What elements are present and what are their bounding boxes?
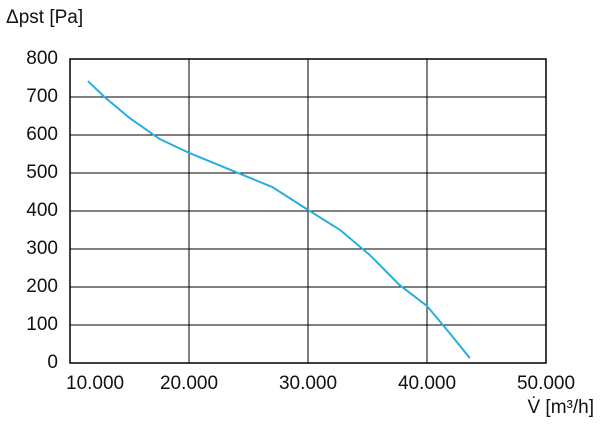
y-tick-label: 500 xyxy=(26,162,58,183)
plot-frame xyxy=(69,58,547,364)
y-tick-label: 200 xyxy=(26,276,58,297)
y-tick-label: 700 xyxy=(26,86,58,107)
x-tick-label: 40.000 xyxy=(398,373,456,394)
y-tick-label: 0 xyxy=(47,352,58,373)
x-tick-label: 20.000 xyxy=(160,373,218,394)
y-axis-label: Δpst [Pa] xyxy=(6,7,83,28)
y-tick-label: 800 xyxy=(26,48,58,69)
line-series xyxy=(87,80,471,359)
y-tick-label: 400 xyxy=(26,200,58,221)
x-tick-label: 50.000 xyxy=(517,373,575,394)
y-tick-label: 100 xyxy=(26,314,58,335)
x-tick-label: 30.000 xyxy=(279,373,337,394)
y-tick-label: 300 xyxy=(26,238,58,259)
y-tick-label: 600 xyxy=(26,124,58,145)
x-axis-label: V̇ [m³/h] xyxy=(527,397,594,418)
x-tick-label: 10.000 xyxy=(66,373,124,394)
